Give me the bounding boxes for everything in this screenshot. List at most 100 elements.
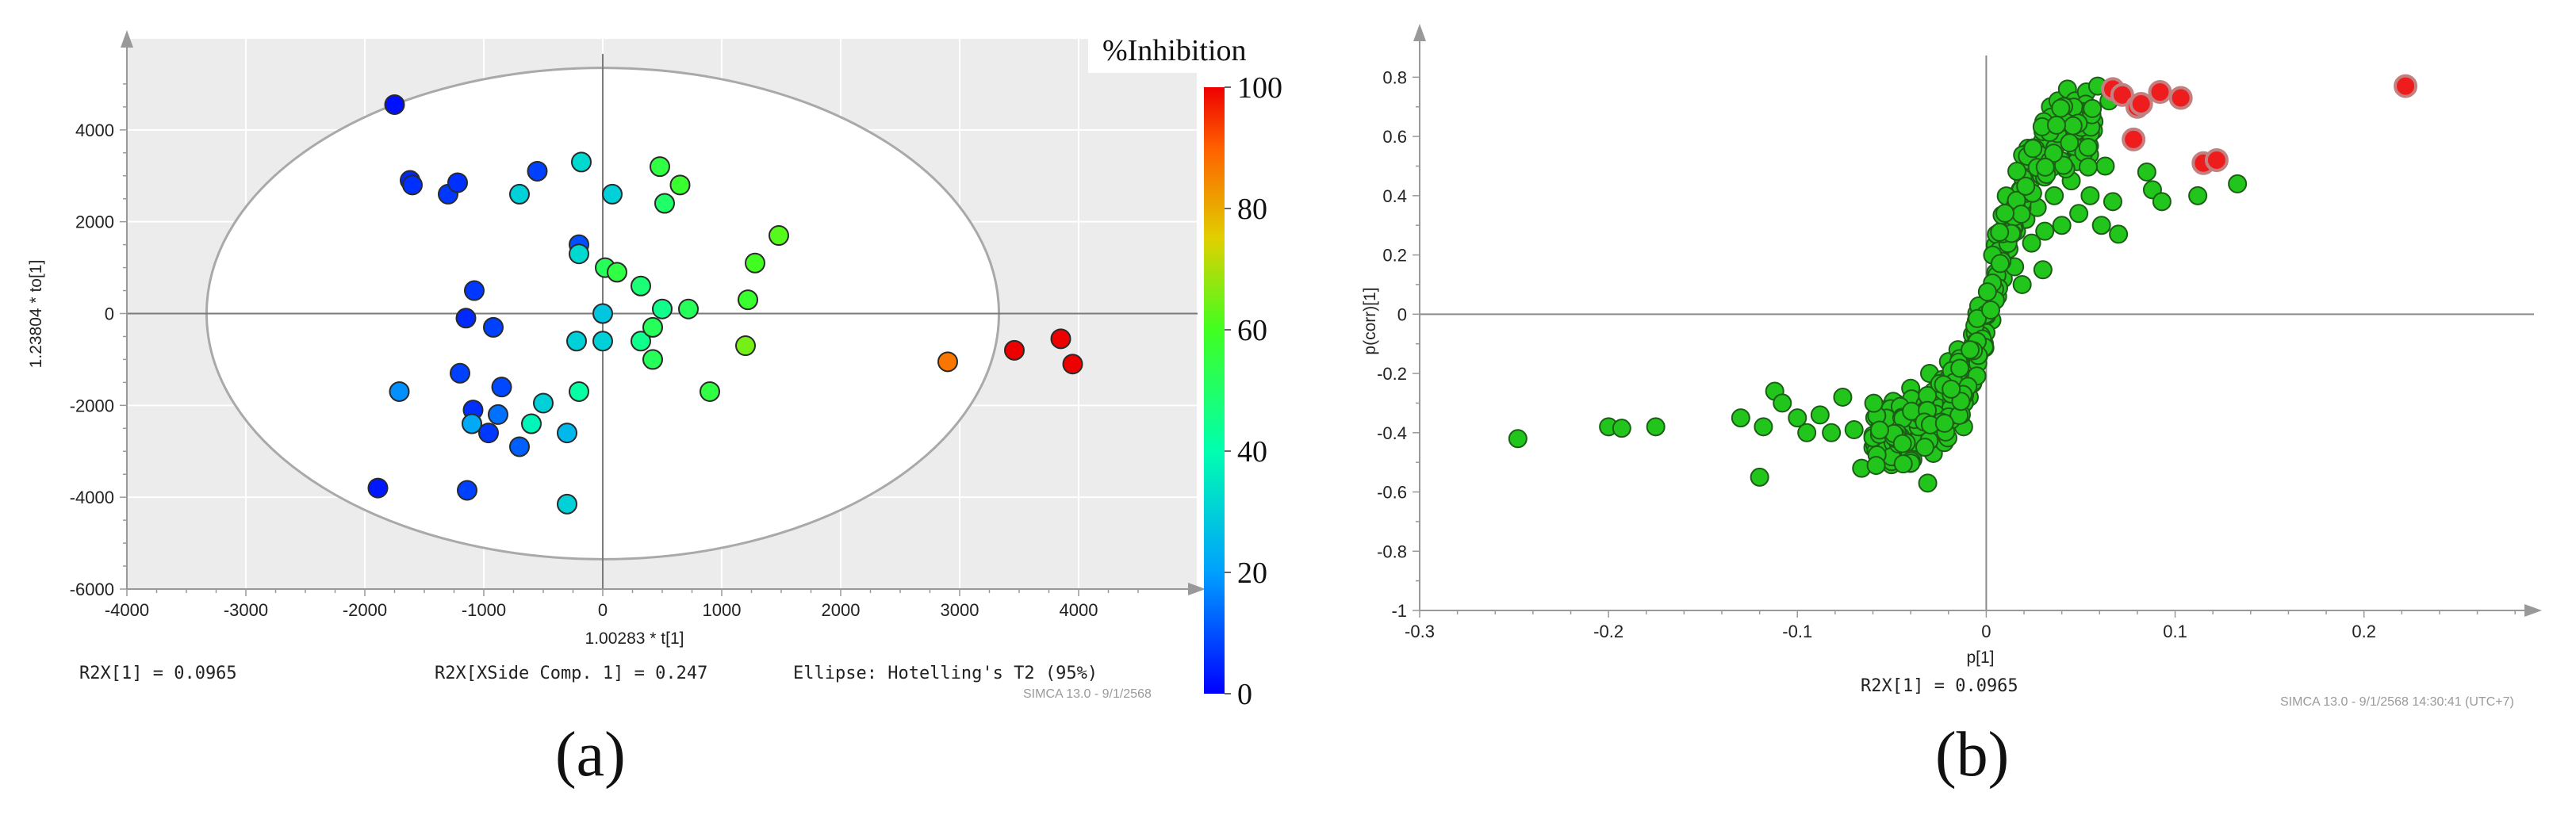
panel-a-points: [367, 94, 1083, 515]
panel-b-x-tick-label: -0.2: [1593, 622, 1623, 641]
score-point: [1004, 339, 1025, 361]
score-point: [669, 174, 691, 196]
panel-b-y-tick-label: 0.8: [1382, 67, 1407, 87]
colorbar-tick-label: 60: [1237, 314, 1267, 347]
loading-point-green: [2137, 162, 2156, 182]
loading-point-red: [2110, 82, 2134, 107]
loading-point-green: [2053, 155, 2073, 175]
loading-point-green: [2103, 192, 2122, 212]
loading-point-green: [2045, 186, 2064, 205]
panel-a-y-tick-label: -6000: [70, 580, 114, 599]
loading-point-green: [1844, 420, 1864, 440]
score-point: [642, 316, 663, 338]
loading-point-green: [2060, 133, 2080, 153]
panel-b-y-tick-label: -1: [1391, 601, 1407, 621]
score-point: [483, 316, 504, 338]
loading-point-green: [2063, 116, 2083, 136]
score-point: [571, 151, 592, 173]
loading-point-red: [2168, 86, 2193, 110]
loading-point-red: [2129, 92, 2153, 116]
panel-a-x-tick-labels: -4000 -3000 -2000 -1000 0 1000 2000 3000 4000: [105, 600, 1098, 620]
panel-b-y-tick-labels: -1 -0.8 -0.6 -0.4 -0.2 0 0.2 0.4 0.6 0.8: [1377, 67, 1407, 621]
panel-b-red-points: [2100, 74, 2418, 175]
panel-a-x-tick-label: 0: [598, 600, 608, 620]
loading-point-green: [2012, 274, 2032, 294]
score-point: [678, 298, 699, 319]
score-point: [1062, 354, 1083, 375]
score-point: [384, 94, 405, 115]
colorbar-tick-label: 100: [1237, 71, 1282, 105]
panel-a-x-tick-label: 2000: [822, 600, 861, 620]
score-point: [402, 174, 423, 196]
loading-point-green: [1773, 393, 1792, 413]
score-point: [457, 480, 477, 501]
panel-b-y-arrow: [1413, 24, 1426, 41]
panel-a-x-axis-label: 1.00283 * t[1]: [585, 629, 684, 648]
score-point: [488, 404, 508, 425]
colorbar-tick-label: 40: [1237, 435, 1267, 469]
panel-a-x-tick-label: -4000: [105, 600, 149, 620]
score-point: [521, 413, 542, 434]
loading-point-green: [1892, 434, 1912, 453]
panel-b-x-tick-label: 0: [1981, 622, 1991, 641]
score-point: [607, 262, 627, 283]
score-point: [650, 156, 670, 178]
loading-point-green: [1612, 419, 1631, 438]
score-point: [642, 349, 663, 370]
loading-point-green: [1950, 358, 1970, 378]
panel-a-score-plot: -4000 -3000 -2000 -1000 0 1000 2000 3000 4000 -6…: [27, 29, 1291, 790]
panel-b-y-tick-label: -0.6: [1377, 483, 1407, 503]
panel-b-software-footer: SIMCA 13.0 - 9/1/2568 14:30:41 (UTC+7): [2280, 695, 2514, 709]
loading-point-green: [1646, 417, 1666, 437]
panel-a-r2x-side-text: R2X[XSide Comp. 1] = 0.247: [435, 664, 707, 683]
loading-point-green: [1797, 423, 1817, 442]
loading-point-green: [1833, 387, 1853, 407]
score-point: [700, 381, 720, 402]
panel-a-y-axis-label: 1.23804 * to[1]: [27, 260, 45, 369]
panel-a-x-tick-label: 1000: [703, 600, 742, 620]
loading-point-green: [2078, 137, 2098, 157]
panel-b-r2x-text: R2X[1] = 0.0965: [1861, 676, 2018, 696]
loading-point-green: [1942, 379, 1961, 399]
loading-point-green: [1934, 413, 1954, 433]
panel-a-y-tick-label: -2000: [70, 396, 114, 415]
score-point: [592, 331, 613, 352]
loading-point-green: [1810, 405, 1830, 425]
panel-a-r2x-text: R2X[1] = 0.0965: [79, 664, 237, 683]
colorbar-gradient: [1204, 87, 1225, 694]
score-point: [592, 303, 613, 324]
panel-b-y-axis-label: p(corr)[1]: [1361, 287, 1379, 354]
score-point: [569, 381, 589, 402]
panel-a-x-tick-label: 3000: [941, 600, 979, 620]
panel-a-y-tick-label: 2000: [75, 212, 114, 232]
panel-a-software-footer: SIMCA 13.0 - 9/1/2568: [1023, 687, 1152, 701]
loading-point-red: [2394, 74, 2418, 98]
loading-point-red: [2122, 127, 2146, 151]
loading-point-green: [2069, 204, 2089, 224]
ellipse-legend-text: Ellipse: Hotelling's T2 (95%): [793, 664, 1098, 683]
loading-point-green: [2080, 186, 2100, 205]
panel-b-x-axis-label: p[1]: [1966, 649, 1994, 667]
loading-point-green: [2083, 98, 2103, 118]
loading-point-green: [2011, 205, 2031, 224]
panel-b-y-tick-label: -0.8: [1377, 541, 1407, 561]
loading-point-green: [1990, 222, 2010, 242]
score-point: [738, 289, 758, 311]
score-point: [509, 183, 530, 205]
panel-a-x-tick-label: -3000: [224, 600, 268, 620]
panel-b-x-tick-label: 0.2: [2352, 622, 2376, 641]
score-point: [652, 298, 673, 319]
colorbar-title-box: [1088, 29, 1291, 73]
loading-point-green: [1731, 408, 1750, 428]
loading-point-green: [2078, 157, 2098, 177]
loading-point-green: [2109, 224, 2129, 244]
score-point: [735, 335, 756, 357]
panel-a-axes: [120, 30, 1206, 596]
panel-a-y-tick-label: 0: [105, 304, 114, 324]
loading-point-green: [1864, 393, 1884, 413]
score-point: [455, 308, 477, 329]
loading-point-green: [2044, 143, 2064, 163]
colorbar-tick-labels: 0 20 40 60 80 100: [1225, 71, 1282, 711]
score-point: [450, 362, 470, 384]
